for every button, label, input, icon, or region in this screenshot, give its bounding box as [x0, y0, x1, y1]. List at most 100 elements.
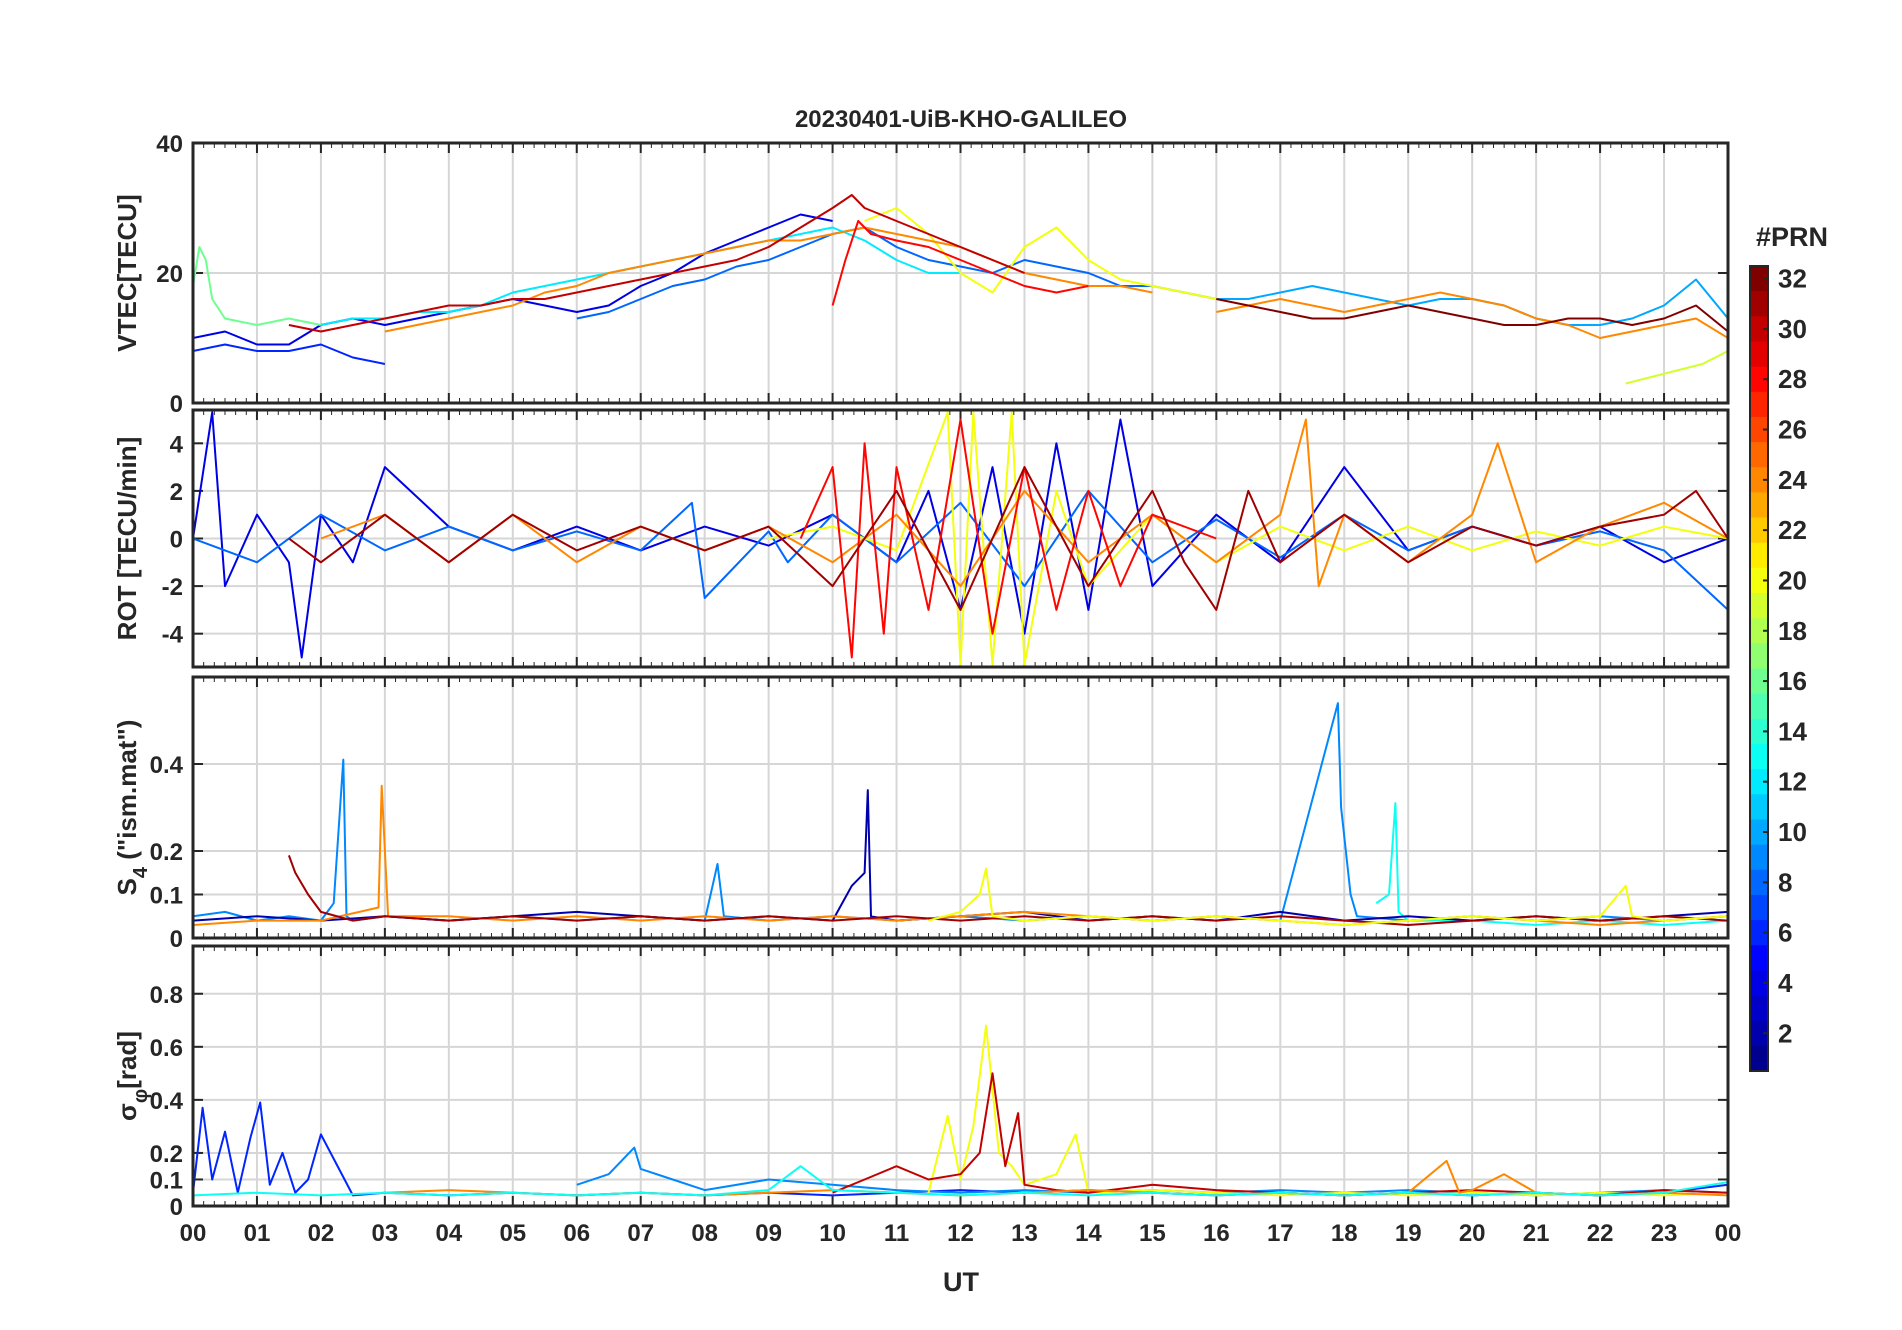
colorbar-segment: [1750, 567, 1768, 594]
colorbar-segment: [1750, 718, 1768, 745]
y-axis-label-main: σ: [112, 1103, 142, 1121]
y-axis-label: S4 ("ism.mat"): [112, 720, 152, 896]
x-tick-label: 23: [1651, 1220, 1678, 1247]
y-axis-label-rest: [rad]: [112, 1031, 142, 1089]
series-line-prn-6: [193, 343, 386, 365]
y-axis-label-sub: 4: [130, 866, 152, 878]
y-tick-label: 0: [170, 527, 183, 554]
panel-frame: [191, 675, 1730, 940]
colorbar-segment: [1750, 945, 1768, 971]
colorbar-segment: [1750, 593, 1768, 619]
colorbar-tick-label: 32: [1778, 264, 1807, 294]
colorbar-segment: [1750, 894, 1768, 921]
x-tick-label: 08: [691, 1220, 718, 1247]
colorbar-segment: [1750, 492, 1768, 519]
y-tick-label: 20: [156, 261, 183, 288]
series-line-prn-10: [1152, 278, 1728, 326]
x-tick-label: 22: [1587, 1220, 1614, 1247]
series-line-prn-31: [287, 855, 1728, 926]
panel-rot: 4 2 0 -2 -4 ROT [TECU/min]: [112, 408, 1730, 669]
x-tick-label: 04: [435, 1220, 462, 1247]
y-tick-label: 0.4: [150, 752, 184, 779]
series-group: [193, 194, 1728, 385]
x-tick-label: 20: [1459, 1220, 1486, 1247]
colorbar-tick-label: 22: [1778, 515, 1807, 545]
panel-frame: [191, 408, 1730, 669]
colorbar-segment: [1750, 869, 1768, 896]
y-axis-label-rest: ("ism.mat"): [112, 720, 142, 867]
x-tick-label: 06: [563, 1220, 590, 1247]
colorbar-title: #PRN: [1756, 222, 1828, 252]
x-tick-label: 13: [1011, 1220, 1038, 1247]
colorbar-segment: [1750, 416, 1768, 443]
colorbar-segment: [1750, 291, 1768, 317]
y-tick-label: 2: [170, 479, 183, 506]
colorbar-tick-label: 26: [1778, 415, 1807, 445]
panel-frame: [191, 944, 1730, 1208]
x-tick-label: 11: [884, 1220, 909, 1247]
y-tick-label: 40: [156, 131, 183, 158]
x-tick-label: 16: [1203, 1220, 1230, 1247]
colorbar-tick-label: 30: [1778, 314, 1807, 344]
series-group: [193, 1024, 1728, 1197]
colorbar-segment: [1750, 995, 1768, 1022]
colorbar-segment: [1750, 366, 1768, 393]
colorbar-tick-label: 4: [1778, 968, 1793, 998]
x-axis-label: UT: [943, 1267, 979, 1297]
series-line-prn-28: [831, 220, 1089, 306]
colorbar-segment: [1750, 668, 1768, 695]
panel-s4: 0 0.1 0.2 0.4S4 ("ism.mat"): [112, 675, 1730, 953]
y-tick-label: 0: [170, 926, 183, 953]
colorbar-tick-label: 24: [1778, 465, 1807, 495]
x-tick-label: 03: [372, 1220, 399, 1247]
colorbar-segment: [1750, 391, 1768, 418]
colorbar-tick-label: 8: [1778, 867, 1792, 897]
x-tick-label: 02: [308, 1220, 335, 1247]
colorbar-segment: [1750, 970, 1768, 997]
panel-vtec: 0 20 40 VTEC[TECU]: [112, 131, 1730, 418]
y-tick-label: 0.2: [150, 1141, 183, 1168]
colorbar-segment: [1750, 542, 1768, 569]
colorbar-tick-label: 12: [1778, 767, 1807, 797]
y-axis-label: VTEC[TECU]: [112, 194, 142, 351]
colorbar-tick-label: 28: [1778, 364, 1807, 394]
x-tick-label: 00: [180, 1220, 207, 1247]
y-tick-label: 0.1: [150, 883, 183, 910]
y-tick-label: 0.2: [150, 839, 183, 866]
colorbar-segment: [1750, 517, 1768, 544]
colorbar-segment: [1750, 467, 1768, 494]
colorbar-segment: [1750, 844, 1768, 871]
colorbar-tick-label: 20: [1778, 565, 1807, 595]
colorbar-segment: [1750, 769, 1768, 795]
x-tick-label: 12: [947, 1220, 974, 1247]
y-tick-label: 0.6: [150, 1035, 183, 1062]
y-axis-label: σφ[rad]: [112, 1031, 152, 1121]
series-line-prn-30: [288, 194, 1025, 333]
series-line-prn-20: [864, 207, 1217, 300]
x-tick-label: 01: [244, 1220, 271, 1247]
series-line-prn-31: [288, 466, 1728, 611]
colorbar-segment: [1750, 920, 1768, 946]
colorbar-segment: [1750, 643, 1768, 670]
colorbar-frame: [1749, 265, 1769, 1072]
y-tick-label: 0.8: [150, 982, 183, 1009]
y-tick-label: 0.1: [150, 1167, 183, 1194]
y-tick-label: 0: [170, 391, 183, 418]
x-tick-label: 00: [1715, 1220, 1742, 1247]
series-line-prn-16: [193, 246, 322, 326]
series-line-prn-32: [1216, 298, 1728, 333]
colorbar-segment: [1750, 1020, 1768, 1047]
x-tick-label: 07: [627, 1220, 654, 1247]
series-line-prn-19: [1625, 350, 1728, 385]
y-tick-label: -4: [162, 622, 184, 649]
series-group: [193, 702, 1728, 926]
figure-title: 20230401-UiB-KHO-GALILEO: [795, 106, 1127, 133]
x-tick-label: 10: [819, 1220, 846, 1247]
colorbar-segment: [1750, 743, 1768, 770]
x-tick-label: 09: [755, 1220, 782, 1247]
y-tick-label: 0: [170, 1194, 183, 1221]
colorbar-segment: [1750, 1045, 1768, 1072]
series-line-prn-13: [193, 1165, 1728, 1197]
